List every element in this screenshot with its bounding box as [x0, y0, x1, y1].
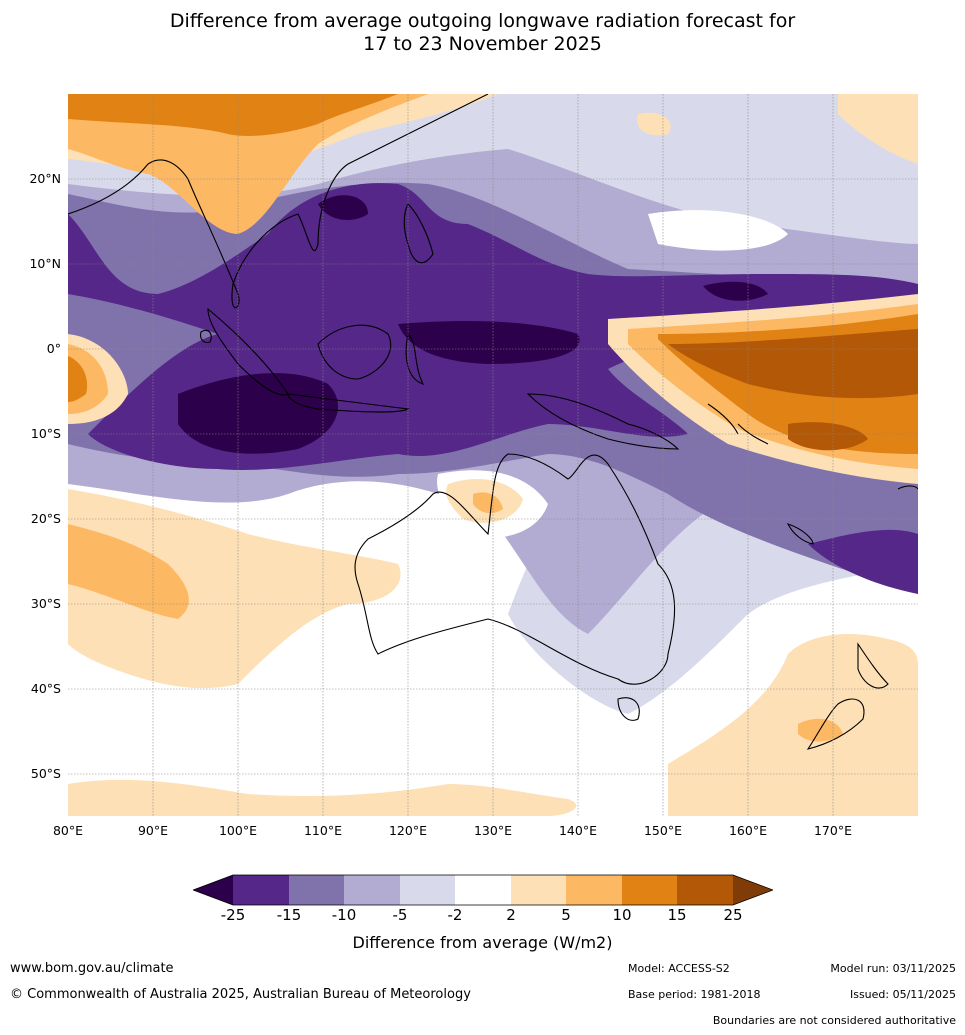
colorbar-tick: -2: [447, 906, 463, 924]
colorbar-tick: -5: [392, 906, 408, 924]
title-line-2: 17 to 23 November 2025: [363, 33, 602, 55]
olr-band-darkest-purple-3: [703, 281, 768, 301]
colorbar-segment: [622, 875, 677, 905]
olr-band-darkest-purple-2: [398, 321, 580, 364]
colorbar-segment: [344, 875, 400, 905]
lon-label-100e: 100°E: [218, 823, 257, 838]
lon-label-150e: 150°E: [643, 823, 682, 838]
colorbar-tick: -10: [331, 906, 357, 924]
lat-label-10s: 10°S: [30, 426, 61, 441]
graticule: [68, 94, 918, 816]
olr-band-light-orange-south-indian: [68, 489, 401, 689]
lon-label-130e: 130°E: [473, 823, 512, 838]
olr-band-brown-pacific: [668, 329, 918, 399]
olr-band-light-purple-north: [498, 94, 918, 244]
colorbar: [193, 874, 773, 906]
base-period-text: Base period: 1981-2018: [628, 988, 761, 1001]
olr-band-light-orange-pacific-small: [637, 112, 671, 136]
colorbar-segment: [233, 875, 289, 905]
lat-label-10n: 10°N: [29, 256, 61, 271]
colorbar-tick: 15: [667, 906, 687, 924]
colorbar-segment: [289, 875, 344, 905]
colorbar-tick: 2: [506, 906, 516, 924]
olr-band-brown-pacific-2: [788, 422, 868, 451]
website-link[interactable]: www.bom.gov.au/climate: [10, 961, 174, 976]
olr-band-dark-orange-west: [68, 356, 88, 402]
lon-label-90e: 90°E: [137, 823, 169, 838]
olr-band-light-orange-pacific-ne: [838, 94, 918, 164]
olr-band-orange-nz: [798, 718, 843, 742]
olr-band-neutral-north-pacific: [648, 210, 788, 251]
lat-label-30s: 30°S: [30, 596, 61, 611]
colorbar-tick: -15: [276, 906, 302, 924]
lon-label-80e: 80°E: [52, 823, 84, 838]
model-run-text: Model run: 03/11/2025: [830, 962, 956, 975]
lat-label-50s: 50°S: [30, 766, 61, 781]
boundaries-note: Boundaries are not considered authoritat…: [712, 1014, 956, 1027]
olr-band-darkest-purple-4: [318, 195, 368, 220]
olr-band-dark-purple-southeast: [808, 529, 918, 594]
colorbar-tick: -25: [220, 906, 246, 924]
olr-band-dark-orange-asia: [68, 94, 398, 136]
map-title: Difference from average outgoing longwav…: [0, 10, 965, 56]
lat-label-40s: 40°S: [30, 681, 61, 696]
model-text: Model: ACCESS-S2: [628, 962, 730, 975]
colorbar-left-arrow: [193, 875, 233, 905]
colorbar-segment: [455, 875, 511, 905]
lon-label-110e: 110°E: [303, 823, 342, 838]
olr-band-dark-orange-asia-2: [68, 94, 188, 105]
olr-band-darkest-purple: [178, 373, 338, 454]
lat-label-20n: 20°N: [29, 171, 61, 186]
colorbar-tick: 10: [612, 906, 632, 924]
olr-band-orange-south-indian: [68, 524, 189, 619]
colorbar-segment: [677, 875, 733, 905]
lat-label-20s: 20°S: [30, 511, 61, 526]
olr-anomaly-map: [68, 94, 918, 816]
colorbar-right-arrow: [733, 875, 773, 905]
olr-band-orange-asia: [68, 94, 428, 234]
olr-band-orange-nw-australia: [473, 492, 503, 514]
lat-label-equator: 0°: [46, 341, 61, 356]
colorbar-tick: 25: [723, 906, 743, 924]
lon-label-170e: 170°E: [813, 823, 852, 838]
olr-band-light-orange-far-south: [68, 779, 577, 816]
lon-label-140e: 140°E: [558, 823, 597, 838]
colorbar-segment: [400, 875, 455, 905]
colorbar-segment: [511, 875, 566, 905]
colorbar-tick: 5: [561, 906, 571, 924]
lon-label-120e: 120°E: [388, 823, 427, 838]
copyright-text: © Commonwealth of Australia 2025, Austra…: [10, 987, 471, 1002]
olr-band-light-orange-tasman: [668, 634, 918, 816]
colorbar-segment: [566, 875, 622, 905]
coastlines: [68, 94, 918, 750]
lon-label-160e: 160°E: [728, 823, 767, 838]
title-line-1: Difference from average outgoing longwav…: [169, 10, 796, 32]
colorbar-label: Difference from average (W/m2): [352, 933, 613, 952]
issued-text: Issued: 05/11/2025: [849, 988, 956, 1001]
